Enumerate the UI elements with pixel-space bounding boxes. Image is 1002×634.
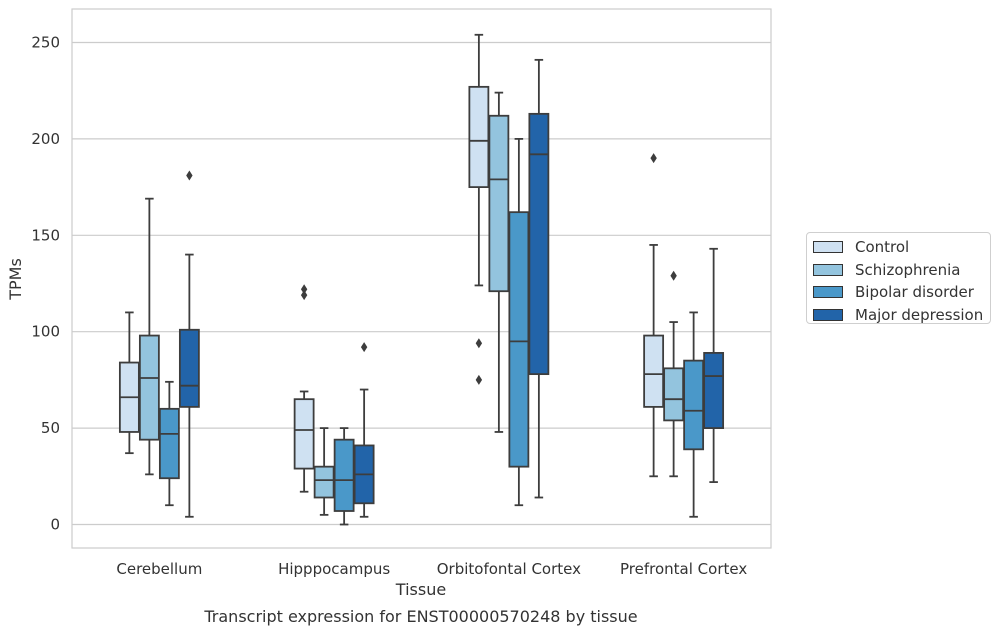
box-plot-marks: [118, 33, 725, 526]
box-0-1: [138, 197, 160, 476]
plot-area-frame: [71, 8, 772, 549]
outlier-point: [300, 290, 308, 301]
x-tick-label-2: Hipppocampus: [278, 560, 390, 578]
x-tick-label-1: Cerebellum: [116, 560, 202, 578]
y-axis-ticks: 0 50 100 150 200 250: [31, 34, 60, 534]
box-3-2: [683, 311, 705, 518]
legend-swatch-bipolar-disorder: [813, 286, 843, 299]
box-body: [643, 334, 665, 408]
box-0-0: [118, 311, 140, 455]
box-3-1: [663, 270, 685, 478]
y-tick-label-0: 0: [50, 516, 60, 534]
box-body: [178, 328, 200, 408]
box-body: [488, 114, 510, 293]
legend-item-bipolar-disorder: Bipolar disorder: [807, 281, 990, 304]
box-0-3: [178, 170, 200, 518]
x-axis-ticks: Cerebellum Hipppocampus Orbitofontal Corte…: [116, 560, 747, 578]
box-body: [333, 438, 355, 512]
box-1-1: [313, 427, 335, 516]
box-3-3: [703, 247, 725, 483]
outlier-point: [650, 153, 657, 164]
box-2-1: [488, 91, 510, 433]
legend-swatch-schizophrenia: [813, 263, 843, 276]
x-tick-label-3: Orbitofontal Cortex: [437, 560, 581, 578]
legend-label-control: Control: [855, 238, 910, 257]
x-tick-label-4: Prefrontal Cortex: [620, 560, 747, 578]
outlier-point: [360, 342, 368, 353]
legend-item-control: Control: [807, 236, 990, 259]
box-body: [528, 112, 550, 376]
y-tick-label-250: 250: [31, 34, 60, 52]
box-body: [663, 367, 685, 422]
y-tick-label-150: 150: [31, 226, 60, 244]
legend-label-major-depression: Major depression: [855, 305, 984, 324]
outlier-point: [475, 338, 483, 349]
legend-label-bipolar-disorder: Bipolar disorder: [855, 283, 974, 302]
box-body: [703, 352, 725, 429]
box-2-0: [468, 33, 490, 385]
legend-swatch-control: [813, 241, 843, 254]
box-body: [468, 85, 490, 188]
box-body: [508, 211, 530, 468]
legend-item-schizophrenia: Schizophrenia: [807, 259, 990, 282]
y-tick-label-100: 100: [31, 323, 60, 341]
box-body: [293, 398, 315, 470]
outlier-point: [670, 270, 677, 281]
box-0-2: [158, 380, 180, 507]
outlier-point: [475, 374, 483, 385]
legend-label-schizophrenia: Schizophrenia: [855, 260, 961, 279]
box-1-2: [333, 427, 355, 526]
legend-swatch-major-depression: [813, 308, 843, 321]
box-1-3: [353, 342, 375, 518]
outlier-point: [300, 284, 308, 295]
box-body: [313, 465, 335, 499]
box-2-3: [528, 58, 550, 499]
box-1-0: [293, 284, 315, 493]
x-axis-label: Tissue: [395, 580, 446, 599]
chart-caption: Transcript expression for ENST0000057024…: [203, 607, 637, 626]
y-axis-label: TPMs: [6, 258, 25, 301]
y-tick-label-200: 200: [31, 130, 60, 148]
legend: Control Schizophrenia Bipolar disorder M…: [806, 232, 991, 324]
y-tick-label-50: 50: [41, 419, 60, 437]
outlier-point: [186, 170, 193, 181]
box-2-2: [508, 137, 530, 507]
box-body: [158, 407, 180, 480]
box-body: [683, 359, 705, 451]
legend-item-major-depression: Major depression: [807, 304, 990, 327]
box-3-0: [643, 153, 665, 478]
box-body: [138, 334, 160, 441]
